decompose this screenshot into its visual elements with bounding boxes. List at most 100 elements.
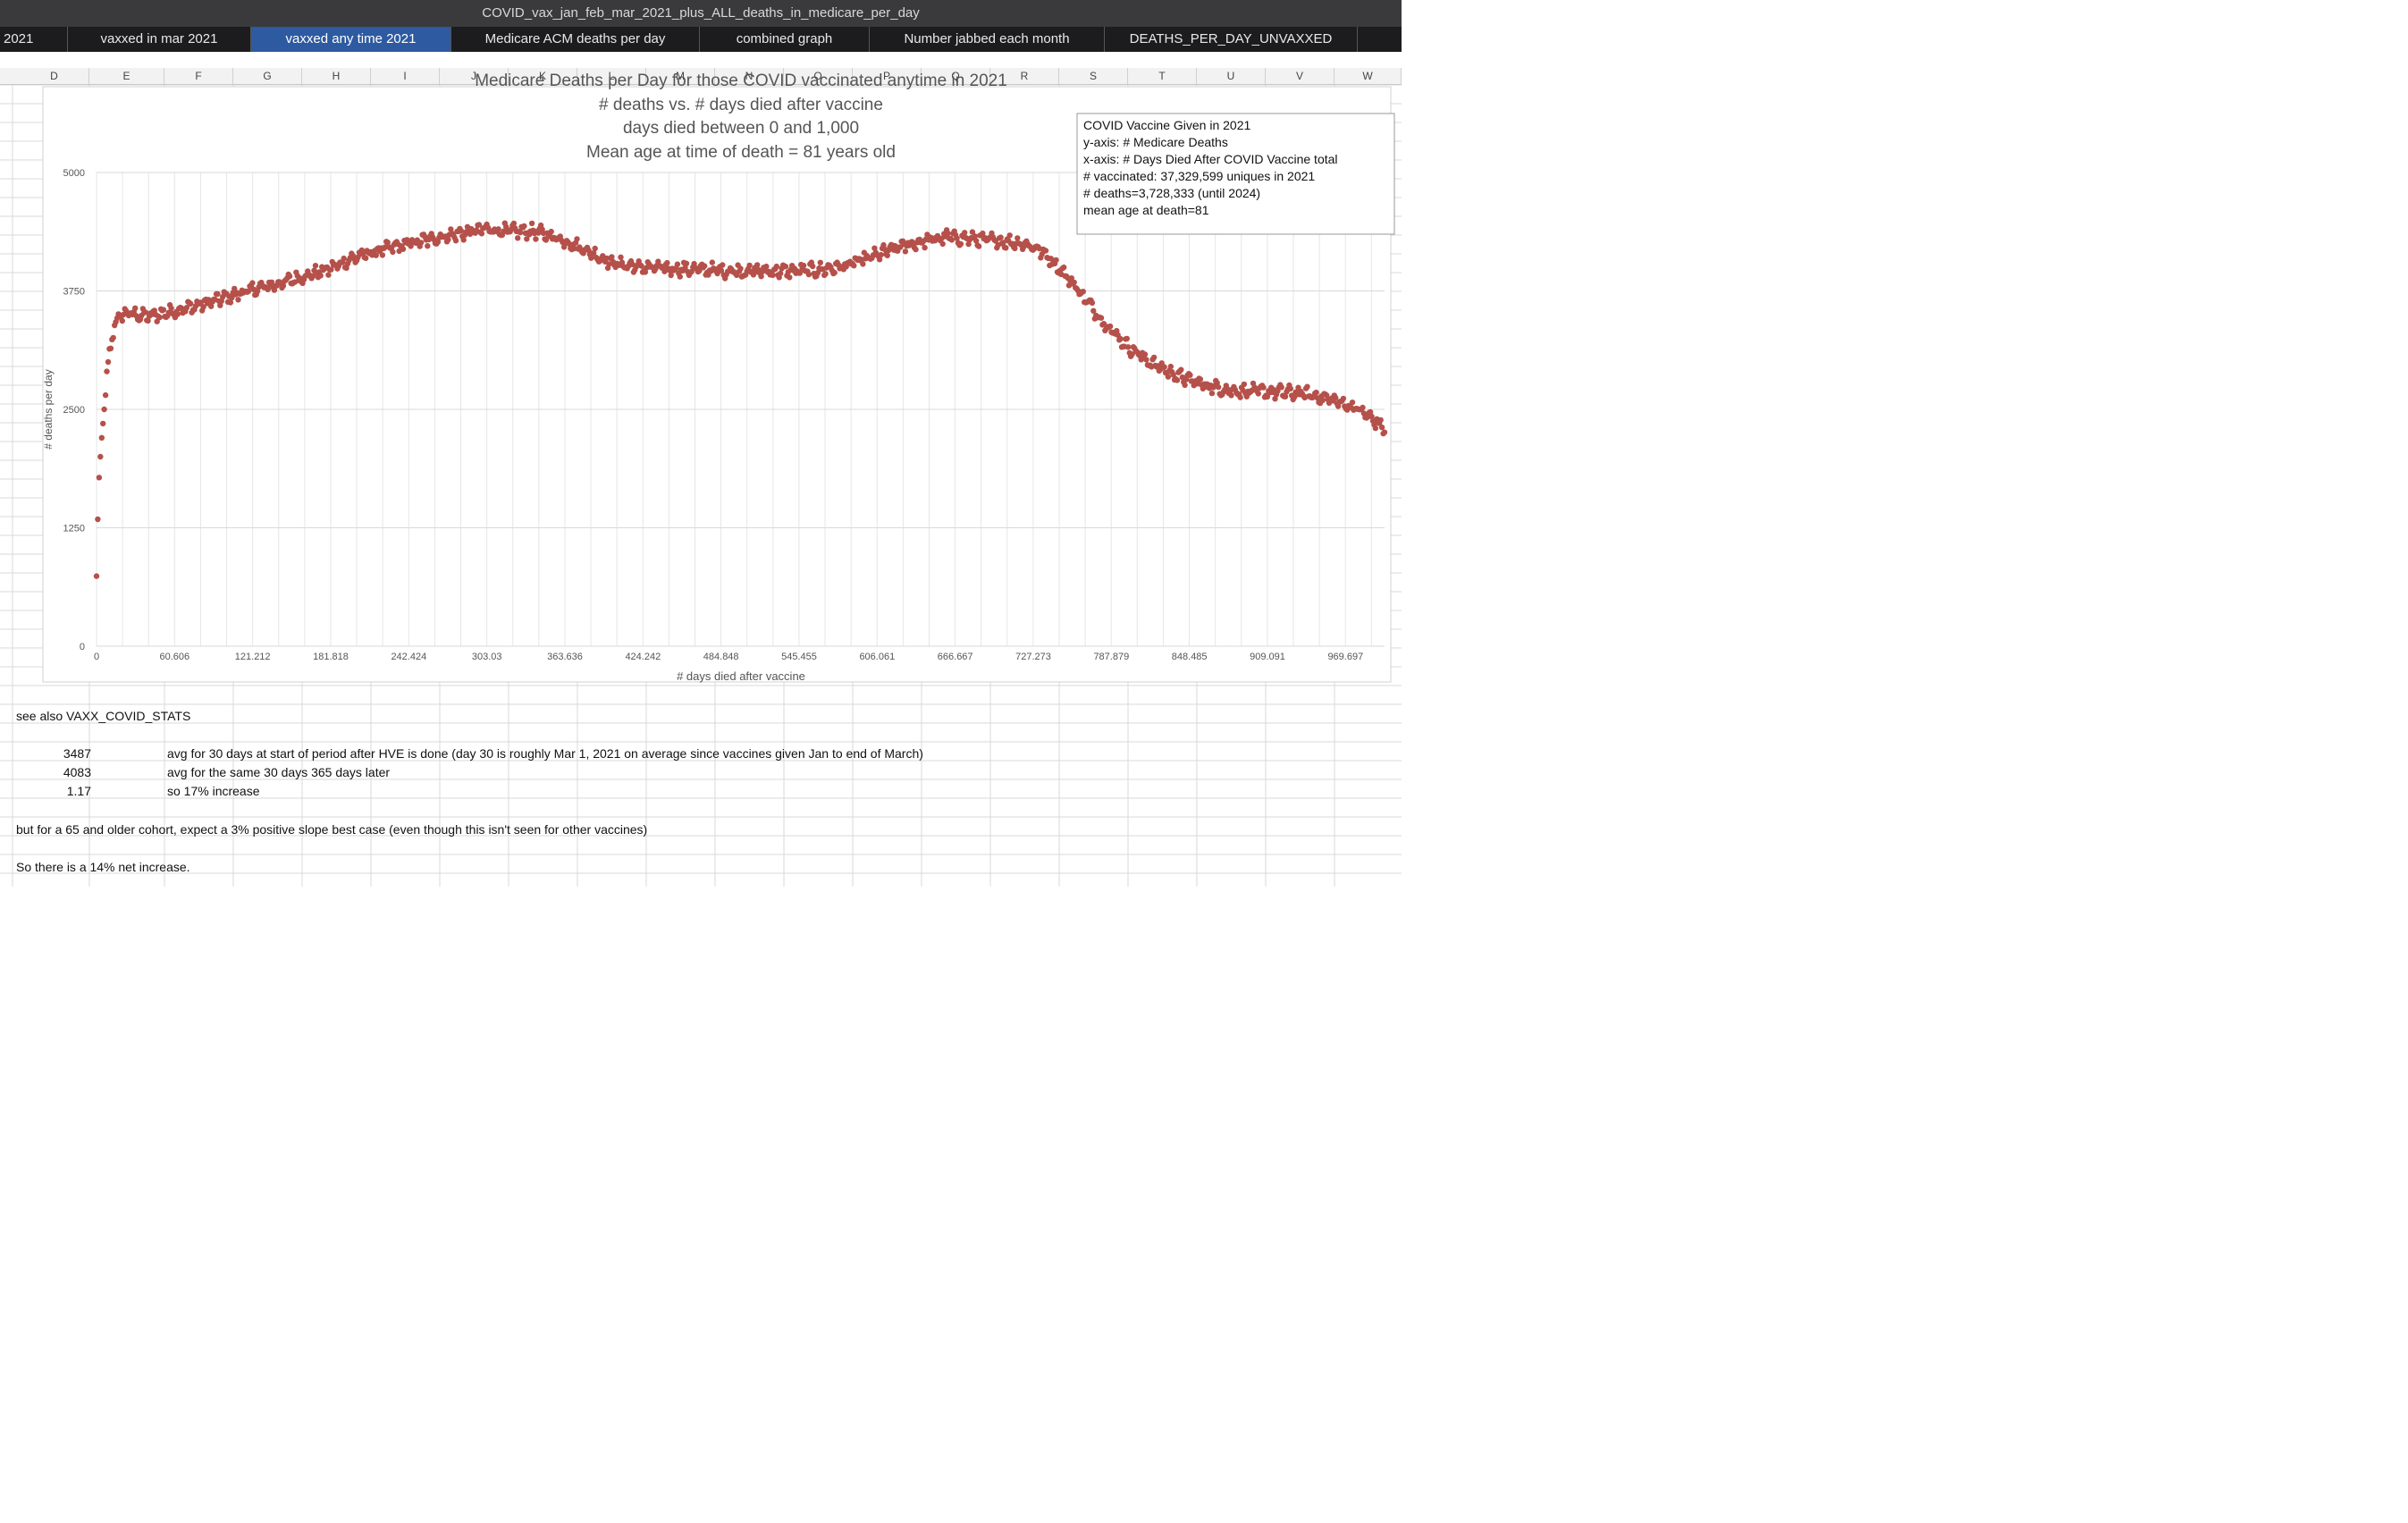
ratio-note[interactable]: so 17% increase [167, 784, 260, 798]
data-point [156, 314, 163, 321]
data-point [922, 244, 928, 251]
data-point [702, 263, 708, 269]
data-point [1141, 351, 1149, 358]
data-point [618, 254, 624, 260]
avg-start-note[interactable]: avg for 30 days at start of period after… [167, 746, 923, 761]
data-point [758, 273, 764, 280]
data-point [1107, 323, 1114, 330]
data-point [1006, 232, 1013, 239]
sheet-tab-combined-graph[interactable]: combined graph [700, 27, 870, 52]
avg-later-value[interactable]: 4083 [63, 765, 91, 779]
data-point [720, 262, 726, 268]
y-tick-label: 5000 [63, 168, 85, 179]
data-point [1360, 404, 1366, 411]
data-point [101, 406, 107, 413]
data-point [737, 265, 744, 272]
cohort-note[interactable]: but for a 65 and older cohort, expect a … [16, 822, 648, 837]
data-point [1372, 425, 1379, 432]
column-header[interactable]: N [715, 68, 784, 84]
sheet-tab-number-jabbed[interactable]: Number jabbed each month [870, 27, 1105, 52]
data-point [939, 240, 946, 248]
x-tick-label: 60.606 [160, 652, 190, 662]
see-also-note[interactable]: see also VAXX_COVID_STATS [16, 709, 191, 723]
column-header[interactable]: K [509, 68, 577, 84]
sheet-tab-2021[interactable]: 2021 [0, 27, 68, 52]
sheet-tab-deaths-unvaxxed[interactable]: DEATHS_PER_DAY_UNVAXXED [1105, 27, 1358, 52]
column-header[interactable]: V [1266, 68, 1335, 84]
data-point [1187, 372, 1193, 378]
sheet-tab-vaxxed-in-mar-2021[interactable]: vaxxed in mar 2021 [68, 27, 251, 52]
data-point [215, 290, 221, 298]
data-point [800, 262, 807, 269]
data-point [945, 230, 951, 237]
column-header[interactable]: F [164, 68, 233, 84]
data-point [1124, 335, 1131, 342]
data-point [200, 304, 206, 310]
column-header[interactable]: T [1128, 68, 1197, 84]
column-header[interactable]: G [233, 68, 302, 84]
data-point [709, 259, 715, 265]
data-point [119, 317, 125, 324]
data-point [265, 286, 271, 292]
data-point [98, 434, 105, 441]
plot-gridlines [96, 172, 1385, 647]
column-header[interactable]: R [990, 68, 1059, 84]
data-point [746, 262, 753, 269]
ratio-value[interactable]: 1.17 [66, 784, 91, 798]
column-header[interactable]: D [20, 68, 89, 84]
data-point [1255, 391, 1262, 397]
column-header[interactable]: I [371, 68, 440, 84]
data-point [763, 263, 770, 270]
data-point [638, 263, 644, 269]
data-point [1117, 335, 1124, 342]
data-point [1349, 400, 1356, 406]
data-point [805, 271, 812, 278]
data-point [902, 248, 909, 255]
data-point [1282, 393, 1289, 400]
chart-title-line-1: Medicare Deaths per Day for those COVID … [475, 72, 1007, 90]
annotation-box[interactable] [1076, 113, 1395, 235]
column-header[interactable]: P [853, 68, 922, 84]
data-point [1287, 385, 1294, 392]
data-point [880, 241, 887, 248]
x-tick-labels: 0 60.606 121.212 181.818 242.424 303.03 363.63… [94, 652, 1363, 662]
data-point [871, 245, 878, 251]
net-increase-note[interactable]: So there is a 14% net increase. [16, 860, 190, 874]
data-point [897, 244, 904, 250]
column-header[interactable]: S [1059, 68, 1128, 84]
x-tick-label: 727.273 [1015, 652, 1051, 662]
data-point [400, 246, 407, 252]
column-header[interactable]: U [1197, 68, 1266, 84]
data-point [1129, 351, 1135, 358]
data-point [965, 240, 972, 248]
data-point [363, 255, 369, 261]
data-point [227, 299, 234, 306]
data-point [1182, 382, 1188, 388]
column-header[interactable]: W [1335, 68, 1402, 84]
column-header[interactable]: H [302, 68, 371, 84]
data-point [677, 273, 683, 280]
data-point [962, 230, 968, 236]
data-point [1003, 245, 1009, 251]
column-header[interactable]: M [646, 68, 715, 84]
data-point [1125, 344, 1132, 350]
column-header[interactable]: J [440, 68, 509, 84]
data-point [1381, 429, 1388, 435]
sheet-tab-medicare-acm-deaths[interactable]: Medicare ACM deaths per day [451, 27, 700, 52]
data-point [384, 240, 391, 246]
data-point [95, 516, 101, 523]
column-header[interactable]: L [577, 68, 646, 84]
sheet-tab-vaxxed-any-time-2021[interactable]: vaxxed any time 2021 [251, 27, 451, 52]
x-tick-label: 303.03 [472, 652, 502, 662]
data-point [325, 272, 332, 278]
scatter-chart[interactable]: 0 1250 2500 3750 5000 0 60.606 121.212 181.818 2… [0, 0, 1402, 887]
data-point [510, 220, 518, 227]
column-header[interactable]: Q [922, 68, 990, 84]
data-point [1012, 245, 1018, 252]
data-point [100, 420, 106, 427]
data-point [1098, 315, 1105, 321]
column-header[interactable]: E [89, 68, 164, 84]
avg-later-note[interactable]: avg for the same 30 days 365 days later [167, 765, 391, 779]
avg-start-value[interactable]: 3487 [63, 746, 91, 761]
column-header[interactable]: O [784, 68, 853, 84]
